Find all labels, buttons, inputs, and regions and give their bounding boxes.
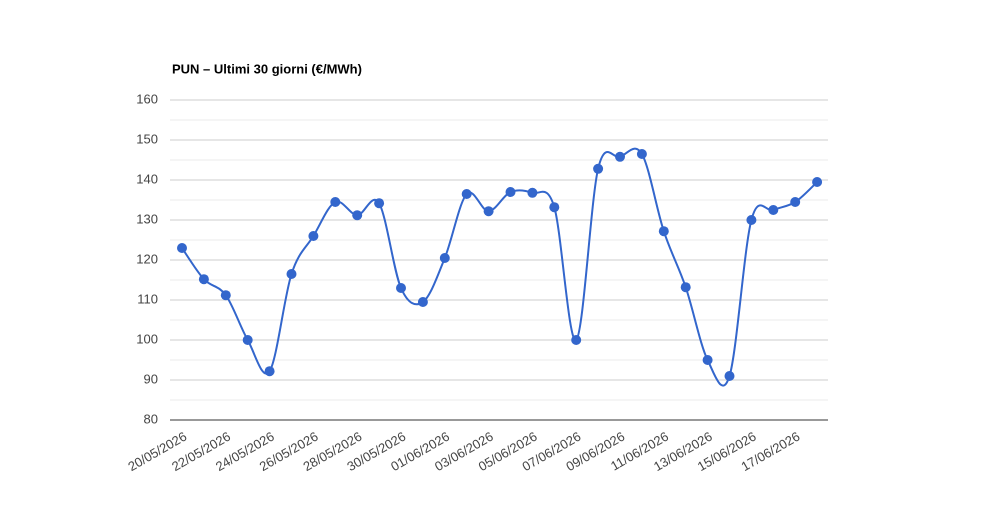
point	[790, 197, 801, 207]
line	[181, 147, 818, 387]
y-tick-label: 80	[144, 411, 158, 426]
point	[571, 335, 582, 345]
point	[549, 202, 560, 213]
point	[658, 226, 669, 237]
point	[198, 274, 209, 285]
y-tick-label: 160	[136, 91, 158, 106]
point	[330, 197, 341, 207]
point	[242, 335, 253, 345]
point	[505, 187, 516, 197]
point	[593, 163, 604, 174]
y-tick-label: 120	[136, 251, 158, 266]
point	[308, 231, 319, 241]
point	[220, 290, 231, 301]
point	[177, 243, 187, 253]
chart-title: PUN – Ultimi 30 giorni (€/MWh)	[172, 61, 362, 76]
point	[286, 269, 297, 279]
y-tick-label: 90	[144, 371, 158, 386]
point	[724, 371, 735, 381]
point	[812, 177, 823, 187]
point	[417, 297, 428, 307]
y-tick-label: 130	[136, 211, 158, 226]
point	[396, 283, 406, 293]
point	[702, 355, 713, 365]
point	[746, 215, 757, 225]
point	[768, 205, 779, 215]
point	[483, 206, 494, 217]
y-tick-label: 100	[136, 331, 158, 346]
y-tick-label: 110	[137, 291, 158, 306]
point	[615, 151, 625, 162]
point	[461, 189, 472, 199]
point	[439, 253, 450, 263]
point	[264, 366, 275, 377]
point	[527, 187, 538, 198]
point	[680, 282, 691, 293]
y-tick-label: 150	[136, 131, 158, 146]
y-tick-label: 140	[136, 171, 158, 186]
point	[352, 210, 363, 221]
point	[374, 198, 385, 209]
point	[636, 149, 647, 159]
